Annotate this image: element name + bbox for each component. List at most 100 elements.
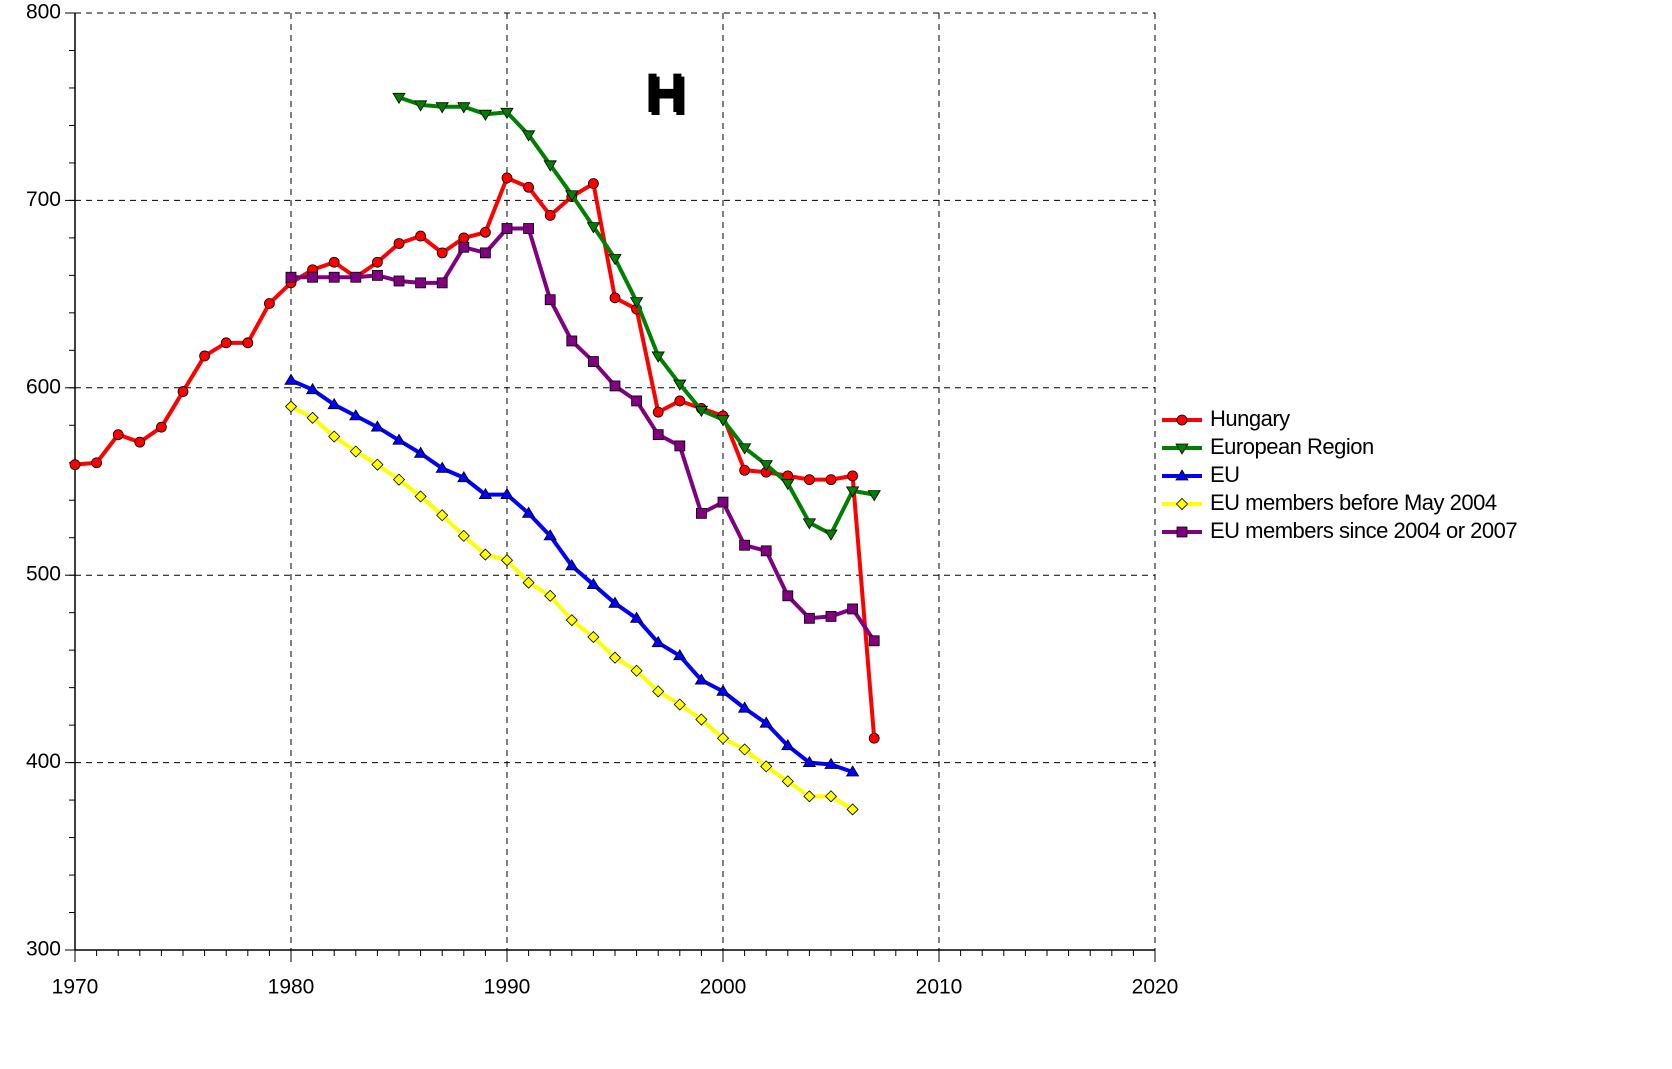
marker (804, 612, 815, 624)
legend-marker (1175, 443, 1189, 455)
marker (371, 458, 384, 471)
legend-label: EU (1210, 462, 1240, 487)
marker (134, 436, 146, 448)
marker (436, 247, 448, 259)
marker (674, 440, 686, 452)
marker (392, 433, 406, 445)
marker (436, 277, 448, 289)
marker (458, 232, 470, 244)
marker (737, 701, 752, 713)
y-tick-label: 600 (26, 375, 61, 398)
marker (349, 445, 362, 458)
marker (284, 400, 298, 413)
marker (673, 698, 686, 711)
marker (760, 760, 773, 773)
marker (803, 790, 816, 803)
marker (413, 100, 428, 112)
marker (479, 226, 491, 238)
marker (522, 576, 535, 589)
marker (370, 420, 385, 432)
marker (565, 190, 579, 202)
marker (284, 373, 298, 385)
marker (435, 461, 449, 473)
y-tick-label: 700 (26, 188, 61, 211)
marker (781, 478, 795, 491)
legend-marker (1175, 497, 1189, 511)
marker (739, 539, 750, 551)
marker (305, 382, 320, 395)
x-tick-label: 2000 (700, 976, 747, 999)
marker (609, 380, 621, 392)
marker (350, 271, 362, 283)
marker (802, 755, 817, 767)
marker (781, 775, 794, 788)
marker (587, 630, 600, 644)
marker (609, 292, 621, 304)
marker (500, 107, 514, 120)
marker (220, 337, 232, 349)
marker (824, 757, 838, 769)
marker (629, 611, 644, 623)
marker (565, 614, 578, 627)
y-tick-label: 300 (26, 938, 61, 961)
marker (69, 459, 81, 471)
marker (846, 803, 859, 816)
marker (415, 230, 427, 242)
marker (523, 181, 534, 193)
legend-label: EU members since 2004 or 2007 (1210, 518, 1517, 543)
series (392, 92, 881, 541)
marker (673, 379, 687, 391)
annotation: H (645, 61, 685, 124)
marker (586, 577, 601, 589)
marker (479, 247, 491, 259)
marker (91, 457, 102, 469)
marker (500, 487, 514, 500)
marker (500, 554, 514, 567)
marker (868, 635, 880, 647)
grid (74, 12, 1156, 951)
marker (457, 102, 471, 114)
marker (652, 685, 665, 698)
series (284, 373, 860, 777)
legend-marker (1175, 469, 1189, 481)
marker (652, 406, 664, 418)
series (284, 400, 859, 816)
legend-label: Hungary (1210, 406, 1290, 431)
marker (588, 356, 599, 367)
legend-label: EU members before May 2004 (1210, 490, 1497, 515)
marker (543, 160, 557, 172)
marker (716, 684, 730, 696)
marker (781, 738, 795, 751)
marker (478, 487, 493, 500)
marker (716, 415, 730, 427)
marker (695, 713, 708, 726)
y-tick-label: 800 (26, 1, 61, 24)
marker (457, 470, 471, 483)
marker (608, 651, 622, 664)
marker (588, 178, 599, 189)
marker (328, 256, 340, 268)
marker (802, 518, 817, 530)
marker (328, 430, 341, 443)
marker (436, 509, 449, 522)
marker (824, 529, 838, 541)
marker (586, 222, 601, 234)
marker (867, 490, 881, 502)
marker (696, 507, 707, 519)
marker (371, 269, 383, 281)
marker (155, 421, 167, 433)
marker (651, 635, 665, 648)
series (285, 223, 880, 647)
marker (674, 395, 686, 407)
marker (845, 486, 860, 498)
x-tick-label: 1980 (268, 976, 315, 999)
marker (868, 732, 880, 744)
marker (458, 241, 470, 253)
marker (521, 130, 536, 142)
marker (651, 351, 665, 363)
marker (413, 446, 428, 458)
marker (694, 673, 709, 685)
marker (327, 397, 341, 410)
